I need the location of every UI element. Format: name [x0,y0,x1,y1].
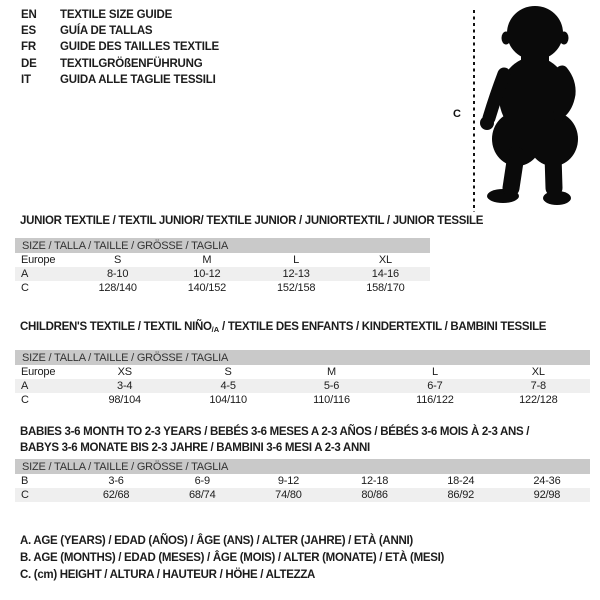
table-cell: 12-13 [282,268,310,280]
language-code: ES [21,25,36,38]
row-label: C [21,282,29,294]
row-label: A [21,380,29,392]
language-label: GUIDE DES TAILLES TEXTILE [60,41,219,54]
table-cell: XL [531,366,545,378]
table-row: C 62/68 68/74 74/80 80/86 86/92 92/98 [15,488,590,502]
language-code: EN [21,9,37,22]
table-cell: 18-24 [447,475,475,487]
children-title-subscript: /A [211,325,220,334]
children-table-title: CHILDREN'S TEXTILE / TEXTIL NIÑO/A / TEX… [20,321,546,334]
table-row: Europe XS S M L XL [15,365,590,379]
table-cell: 7-8 [530,380,547,392]
table-row: C 98/104 104/110 110/116 116/122 122/128 [15,393,590,407]
junior-table-title: JUNIOR TEXTILE / TEXTIL JUNIOR/ TEXTILE … [20,215,484,227]
row-label: Europe [21,366,56,378]
row-label: A [21,268,29,280]
table-cell: 12-18 [361,475,389,487]
table-cell: 116/122 [416,394,454,406]
table-cell: 110/116 [313,394,350,406]
children-title-text: / TEXTILE DES ENFANTS / KINDERTEXTIL / B… [219,321,547,333]
table-cell: 68/74 [188,489,216,501]
height-measure-label: C [453,108,461,120]
baby-arms-shape [482,65,576,125]
table-cell: 4-5 [220,380,236,392]
language-code: IT [21,73,31,86]
footnote-c: C. (cm) HEIGHT / ALTURA / HAUTEUR / HÖHE… [20,569,316,581]
language-row-de: DE TEXTILGRÖßENFÜHRUNG [21,56,219,72]
table-cell: 92/98 [533,489,561,501]
baby-silhouette-icon: C [453,6,578,212]
table-cell: 8-10 [107,268,129,280]
babies-title-line2: BABYS 3-6 MONATE BIS 2-3 JAHRE / BAMBINI… [20,441,370,454]
size-header-bar: SIZE / TALLA / TAILLE / GRÖSSE / TAGLIA [15,350,590,365]
row-label: Europe [21,254,56,266]
table-cell: 122/128 [519,394,558,406]
babies-size-table: SIZE / TALLA / TAILLE / GRÖSSE / TAGLIA … [15,459,590,502]
junior-size-table: SIZE / TALLA / TAILLE / GRÖSSE / TAGLIA … [15,238,430,295]
table-cell: 128/140 [98,282,137,294]
table-cell: 3-4 [117,380,133,392]
table-cell: 86/92 [447,489,475,501]
table-cell: 10-12 [193,268,221,280]
footnotes: A. AGE (YEARS) / EDAD (AÑOS) / ÂGE (ANS)… [20,535,444,586]
babies-table-title: BABIES 3-6 MONTH TO 2-3 YEARS / BEBÉS 3-… [20,425,530,456]
baby-figure: C [450,0,600,215]
language-row-fr: FR GUIDE DES TAILLES TEXTILE [21,39,219,55]
table-cell: M [327,366,336,378]
children-size-table: SIZE / TALLA / TAILLE / GRÖSSE / TAGLIA … [15,350,590,407]
table-cell: 24-36 [533,475,561,487]
language-list: EN TEXTILE SIZE GUIDE ES GUÍA DE TALLAS … [21,7,219,88]
table-cell: 98/104 [108,394,141,406]
table-row: B 3-6 6-9 9-12 12-18 18-24 24-36 [15,474,590,488]
table-cell: S [114,254,122,266]
table-row: C 128/140 140/152 152/158 158/170 [15,281,430,295]
table-cell: M [202,254,212,266]
table-cell: 140/152 [187,282,227,294]
table-cell: 9-12 [277,475,300,487]
table-cell: 14-16 [371,268,399,280]
footnote-a: A. AGE (YEARS) / EDAD (AÑOS) / ÂGE (ANS)… [20,535,413,547]
row-label: C [21,489,29,501]
table-cell: 80/86 [361,489,388,501]
table-cell: XS [117,366,132,378]
table-cell: 6-7 [427,380,443,392]
language-row-it: IT GUIDA ALLE TAGLIE TESSILI [21,72,219,88]
language-label: TEXTILE SIZE GUIDE [60,9,173,22]
language-label: TEXTILGRÖßENFÜHRUNG [60,57,203,70]
size-header-bar: SIZE / TALLA / TAILLE / GRÖSSE / TAGLIA [15,459,590,474]
baby-body-shape [480,6,578,205]
table-cell: 74/80 [275,489,302,501]
language-code: FR [21,41,36,54]
language-row-en: EN TEXTILE SIZE GUIDE [21,7,219,23]
table-cell: L [293,254,300,266]
babies-title-line1: BABIES 3-6 MONTH TO 2-3 YEARS / BEBÉS 3-… [20,426,530,438]
table-cell: 6-9 [194,475,211,487]
table-row: Europe S M L XL [15,253,430,267]
table-cell: 152/158 [276,282,316,294]
table-row: A 8-10 10-12 12-13 14-16 [15,267,430,281]
size-header-bar: SIZE / TALLA / TAILLE / GRÖSSE / TAGLIA [15,238,430,253]
row-label: B [21,475,29,487]
table-cell: 3-6 [108,475,124,487]
table-cell: 104/110 [209,394,247,406]
row-label: C [21,394,29,406]
table-cell: S [224,366,232,378]
language-label: GUÍA DE TALLAS [60,25,153,38]
table-cell: XL [378,254,392,266]
table-cell: 5-6 [323,380,340,392]
language-label: GUIDA ALLE TAGLIE TESSILI [60,73,216,86]
language-code: DE [21,57,37,70]
children-title-text: CHILDREN'S TEXTILE / TEXTIL NIÑO [20,321,212,333]
table-cell: 62/68 [102,489,130,501]
table-cell: L [431,366,438,378]
table-cell: 158/170 [366,282,405,294]
baby-legs-shape [502,146,563,197]
table-row: A 3-4 4-5 5-6 6-7 7-8 [15,379,590,393]
language-row-es: ES GUÍA DE TALLAS [21,23,219,39]
footnote-b: B. AGE (MONTHS) / EDAD (MESES) / ÂGE (MO… [20,552,445,564]
